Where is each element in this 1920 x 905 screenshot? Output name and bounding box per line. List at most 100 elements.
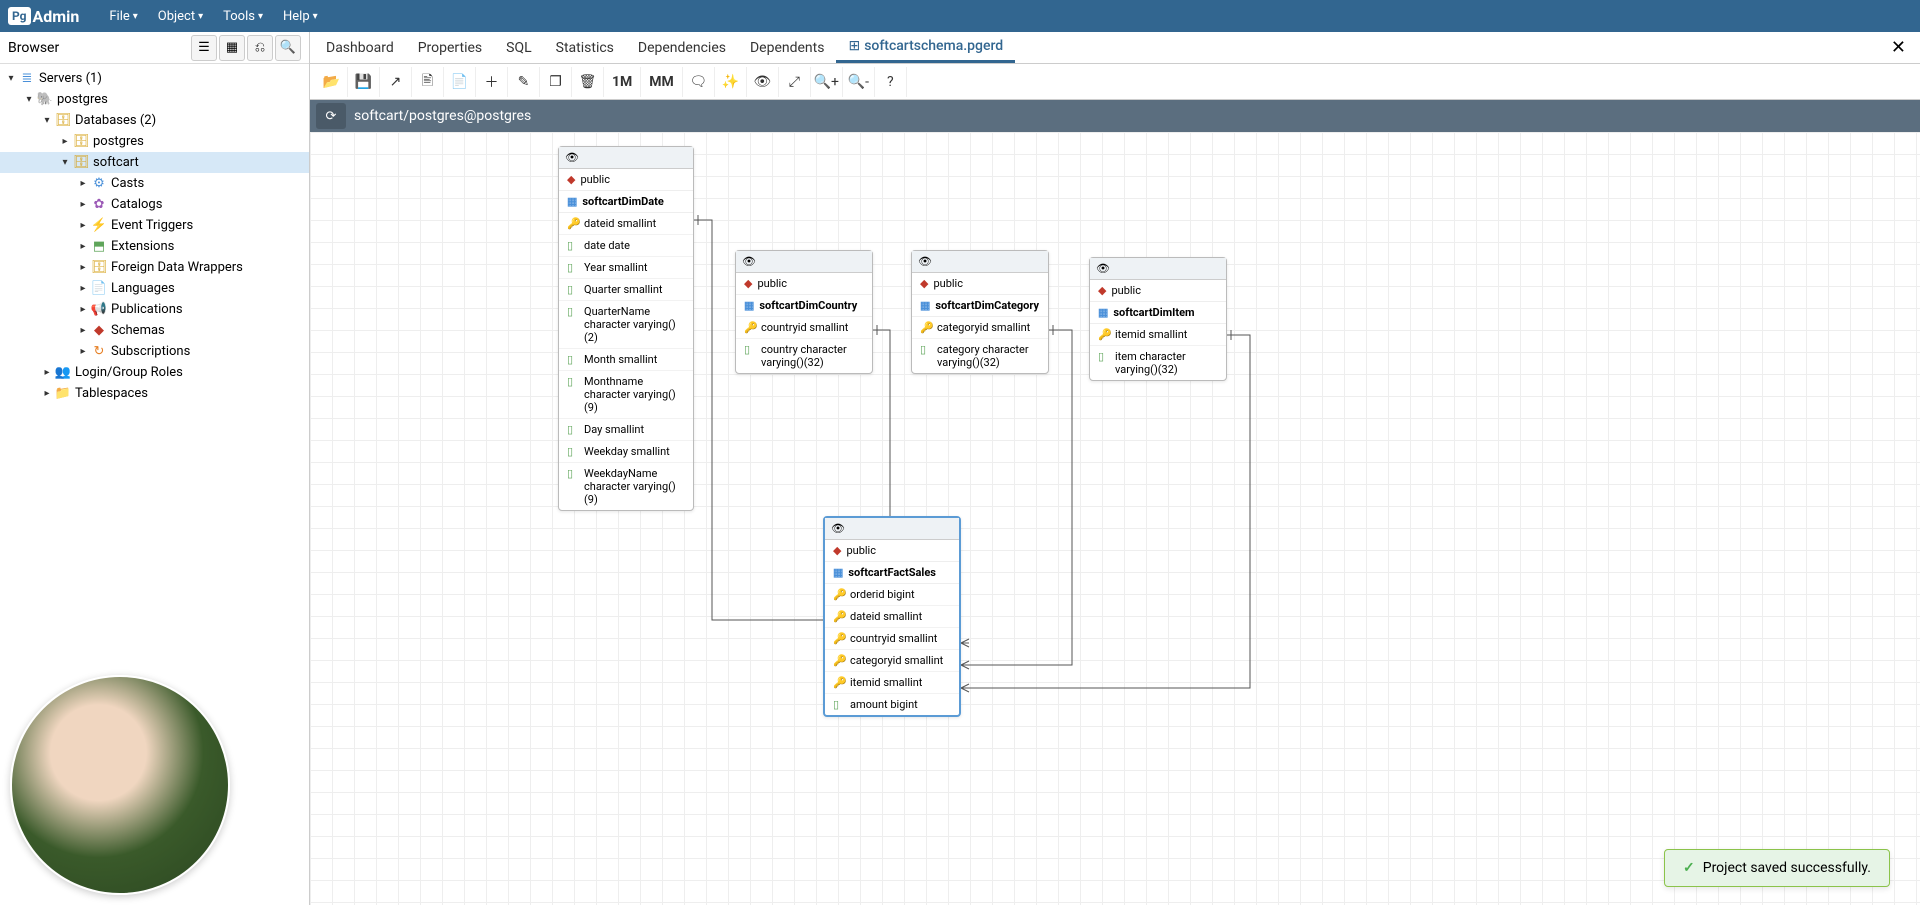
tree-toggle[interactable]: ▸	[76, 304, 90, 315]
tree-node[interactable]: ▸🗄postgres	[0, 131, 309, 152]
tree-toggle[interactable]: ▾	[22, 94, 36, 105]
column[interactable]: 🔑itemid smallint	[1090, 324, 1226, 346]
eye-icon[interactable]: 👁	[831, 522, 845, 535]
column[interactable]: ▯category character varying()(32)	[912, 339, 1048, 373]
tree-toggle[interactable]: ▾	[40, 115, 54, 126]
sidebar-tool-3[interactable]: ⎌	[247, 35, 273, 61]
tree-toggle[interactable]: ▸	[76, 241, 90, 252]
menu-file[interactable]: File ▾	[99, 9, 147, 24]
tree-toggle[interactable]: ▸	[76, 178, 90, 189]
tb-auto-arrange[interactable]: ✨	[715, 67, 747, 97]
tab-properties[interactable]: Properties	[406, 32, 494, 63]
column[interactable]: 🔑dateid smallint	[559, 213, 693, 235]
tree-node[interactable]: ▾≣Servers (1)	[0, 68, 309, 89]
column[interactable]: ▯date date	[559, 235, 693, 257]
tree-node[interactable]: ▾🗄Databases (2)	[0, 110, 309, 131]
tree-toggle[interactable]: ▸	[76, 346, 90, 357]
tb-edit[interactable]: ✎	[508, 67, 540, 97]
tb-note[interactable]: 🗨	[683, 67, 715, 97]
tb-zoom-in[interactable]: 🔍+	[811, 67, 843, 97]
column[interactable]: ▯QuarterName character varying()(2)	[559, 301, 693, 349]
column[interactable]: ▯WeekdayName character varying()(9)	[559, 463, 693, 510]
tab-dependencies[interactable]: Dependencies	[626, 32, 738, 63]
tree-toggle[interactable]: ▸	[76, 325, 90, 336]
erd-table-dimcountry[interactable]: 👁◆public▦softcartDimCountry🔑countryid sm…	[735, 250, 873, 374]
tb-image-file[interactable]: 📄	[444, 67, 476, 97]
menu-help[interactable]: Help ▾	[273, 9, 328, 24]
tree-toggle[interactable]: ▸	[40, 367, 54, 378]
tree-toggle[interactable]: ▸	[40, 388, 54, 399]
column[interactable]: ▯amount bigint	[825, 694, 959, 715]
tree-node[interactable]: ▸✿Catalogs	[0, 194, 309, 215]
eye-icon[interactable]: 👁	[742, 255, 756, 268]
eye-icon[interactable]: 👁	[565, 151, 579, 164]
tab-softcartschema-pgerd[interactable]: ⊞softcartschema.pgerd	[836, 32, 1015, 63]
tb-sql-file[interactable]: 🖹	[412, 67, 444, 97]
column[interactable]: 🔑countryid smallint	[736, 317, 872, 339]
menu-object[interactable]: Object ▾	[148, 9, 213, 24]
eye-icon[interactable]: 👁	[918, 255, 932, 268]
tree-toggle[interactable]: ▸	[76, 199, 90, 210]
tree-toggle[interactable]: ▾	[4, 73, 18, 84]
tb-open[interactable]: 📂	[316, 67, 348, 97]
tb-save[interactable]: 💾	[348, 67, 380, 97]
column[interactable]: ▯item character varying()(32)	[1090, 346, 1226, 380]
column[interactable]: 🔑categoryid smallint	[825, 650, 959, 672]
tb-add-table[interactable]: ＋	[476, 67, 508, 97]
sidebar-search[interactable]: 🔍	[275, 35, 301, 61]
tree-node[interactable]: ▸📁Tablespaces	[0, 383, 309, 404]
tree-node[interactable]: ▾🗄softcart	[0, 152, 309, 173]
sidebar-tool-1[interactable]: ☰	[191, 35, 217, 61]
tb-delete[interactable]: 🗑	[572, 67, 604, 97]
menu-tools[interactable]: Tools ▾	[213, 9, 273, 24]
tree-node[interactable]: ▸🗄Foreign Data Wrappers	[0, 257, 309, 278]
tree-node[interactable]: ▸⬒Extensions	[0, 236, 309, 257]
column[interactable]: ▯Quarter smallint	[559, 279, 693, 301]
tb-many-many[interactable]: MM	[641, 67, 683, 97]
tab-sql[interactable]: SQL	[494, 32, 543, 63]
eye-icon[interactable]: 👁	[1096, 262, 1110, 275]
erd-table-dimcategory[interactable]: 👁◆public▦softcartDimCategory🔑categoryid …	[911, 250, 1049, 374]
tree-node[interactable]: ▾🐘postgres	[0, 89, 309, 110]
tab-dependents[interactable]: Dependents	[738, 32, 836, 63]
tb-zoom-out[interactable]: 🔍-	[843, 67, 875, 97]
column[interactable]: ▯Year smallint	[559, 257, 693, 279]
tab-close[interactable]: ✕	[1881, 37, 1916, 58]
erd-table-dimdate[interactable]: 👁◆public▦softcartDimDate🔑dateid smallint…	[558, 146, 694, 511]
tb-help[interactable]: ?	[875, 67, 907, 97]
tree-node[interactable]: ▸👥Login/Group Roles	[0, 362, 309, 383]
column[interactable]: 🔑orderid bigint	[825, 584, 959, 606]
tb-fit[interactable]: ⤢	[779, 67, 811, 97]
column[interactable]: ▯Day smallint	[559, 419, 693, 441]
tb-export[interactable]: ↗	[380, 67, 412, 97]
erd-canvas[interactable]: 👁◆public▦softcartDimDate🔑dateid smallint…	[310, 132, 1920, 905]
tree-node[interactable]: ▸⚙Casts	[0, 173, 309, 194]
tree-node[interactable]: ▸◆Schemas	[0, 320, 309, 341]
column[interactable]: ▯country character varying()(32)	[736, 339, 872, 373]
erd-table-factsales[interactable]: 👁◆public▦softcartFactSales🔑orderid bigin…	[823, 516, 961, 717]
column[interactable]: ▯Month smallint	[559, 349, 693, 371]
column[interactable]: 🔑categoryid smallint	[912, 317, 1048, 339]
tree-node[interactable]: ▸📢Publications	[0, 299, 309, 320]
tree-toggle[interactable]: ▸	[76, 220, 90, 231]
tab-statistics[interactable]: Statistics	[544, 32, 626, 63]
tb-clone[interactable]: ❐	[540, 67, 572, 97]
tb-view-details[interactable]: 👁	[747, 67, 779, 97]
sidebar-tool-2[interactable]: ▦	[219, 35, 245, 61]
column[interactable]: ▯Weekday smallint	[559, 441, 693, 463]
tree-toggle[interactable]: ▾	[58, 157, 72, 168]
tree-toggle[interactable]: ▸	[58, 136, 72, 147]
connection-icon[interactable]: ⟳	[316, 103, 346, 129]
tree-toggle[interactable]: ▸	[76, 262, 90, 273]
tab-dashboard[interactable]: Dashboard	[314, 32, 406, 63]
erd-table-dimitem[interactable]: 👁◆public▦softcartDimItem🔑itemid smallint…	[1089, 257, 1227, 381]
column[interactable]: 🔑itemid smallint	[825, 672, 959, 694]
column[interactable]: 🔑countryid smallint	[825, 628, 959, 650]
tb-one-many[interactable]: 1M	[604, 67, 641, 97]
column[interactable]: ▯Monthname character varying()(9)	[559, 371, 693, 419]
tree-node[interactable]: ▸⚡Event Triggers	[0, 215, 309, 236]
tree-node[interactable]: ▸↻Subscriptions	[0, 341, 309, 362]
tree-toggle[interactable]: ▸	[76, 283, 90, 294]
column[interactable]: 🔑dateid smallint	[825, 606, 959, 628]
tree-node[interactable]: ▸📄Languages	[0, 278, 309, 299]
